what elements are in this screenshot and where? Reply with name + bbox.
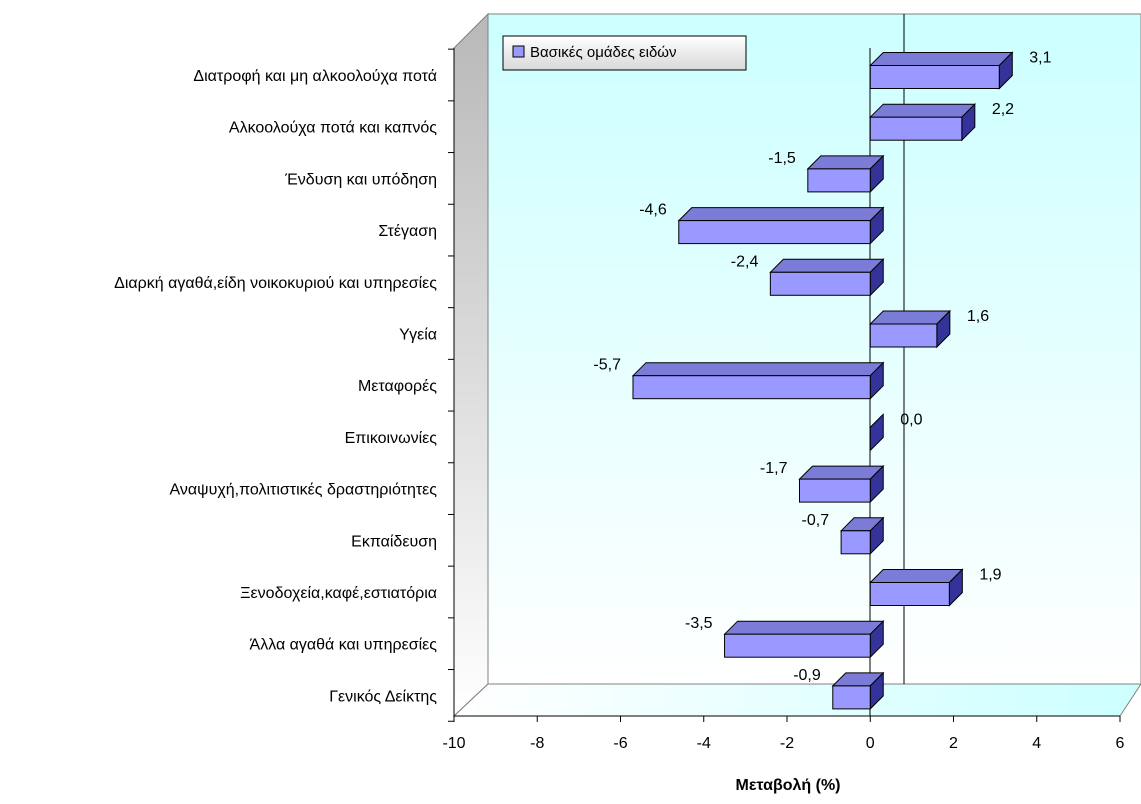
bar bbox=[677, 206, 885, 245]
category-label: Εκπαίδευση bbox=[351, 533, 437, 550]
bar bbox=[806, 154, 885, 194]
bar bbox=[769, 258, 885, 297]
bar-top-face bbox=[869, 103, 977, 118]
data-label: 2,2 bbox=[992, 101, 1014, 118]
bar-top-face bbox=[798, 465, 885, 480]
x-tick-label: 0 bbox=[866, 735, 875, 752]
category-label: Γενικός Δείκτης bbox=[329, 688, 437, 705]
bar-top-face bbox=[723, 620, 885, 635]
bar-top-face bbox=[869, 569, 964, 583]
bar bbox=[869, 102, 977, 142]
bar bbox=[839, 516, 885, 556]
bar-front-face bbox=[869, 65, 1000, 89]
bar-front-face bbox=[869, 323, 938, 348]
bar-front-face bbox=[869, 582, 950, 606]
data-label: 1,6 bbox=[967, 308, 989, 325]
category-label: Αλκοολούχα ποτά και καπνός bbox=[229, 120, 437, 137]
back-wall bbox=[487, 13, 1141, 685]
category-label: Στέγαση bbox=[378, 223, 437, 240]
bar-front-face bbox=[769, 271, 871, 296]
category-label: Αναψυχή,πολιτιστικές δραστηριότητες bbox=[170, 482, 438, 499]
category-label: Άλλα αγαθά και υπηρεσίες bbox=[250, 637, 438, 654]
data-label: 1,9 bbox=[979, 567, 1001, 584]
data-label: -3,5 bbox=[685, 615, 713, 632]
x-tick-label: 4 bbox=[1032, 735, 1041, 752]
x-tick-label: -8 bbox=[530, 735, 544, 752]
bar-top-face bbox=[631, 362, 885, 377]
x-tick-label: -2 bbox=[780, 735, 794, 752]
legend-box bbox=[502, 35, 747, 71]
x-axis-ticks: -10 -8 -6 -4 -2 0 2 4 6 bbox=[442, 716, 1125, 752]
bar bbox=[869, 51, 1014, 90]
category-label: Διατροφή και μη αλκοολούχα ποτά bbox=[193, 68, 437, 85]
category-label: Διαρκή αγαθά,είδη νοικοκυριού και υπηρεσ… bbox=[114, 275, 437, 292]
bar-top-face bbox=[769, 258, 885, 273]
bar-front-face bbox=[807, 168, 871, 193]
legend: Βασικές ομάδες ειδών bbox=[502, 35, 747, 71]
floor bbox=[452, 683, 1141, 717]
bar-front-face bbox=[798, 478, 871, 503]
legend-swatch bbox=[512, 45, 525, 58]
bar-top-face bbox=[677, 207, 885, 222]
bar-top-face bbox=[869, 52, 1014, 66]
bar-front-face bbox=[832, 685, 871, 710]
x-tick-label: 2 bbox=[949, 735, 958, 752]
bar bbox=[869, 309, 952, 349]
side-wall bbox=[453, 12, 489, 718]
bar bbox=[631, 361, 885, 400]
data-label: -5,7 bbox=[593, 357, 621, 374]
bar bbox=[831, 671, 885, 711]
legend-label: Βασικές ομάδες ειδών bbox=[530, 44, 677, 61]
data-label: -0,7 bbox=[802, 512, 830, 529]
y-axis-ticks bbox=[448, 48, 454, 722]
bar-front-face bbox=[678, 220, 871, 245]
category-label: Ένδυση και υπόδηση bbox=[284, 171, 437, 188]
x-tick-label: -4 bbox=[697, 735, 711, 752]
x-tick-label: -10 bbox=[442, 735, 465, 752]
category-labels: Διατροφή και μη αλκοολούχα ποτά Αλκοολούχ… bbox=[114, 68, 437, 705]
bar-front-face bbox=[840, 530, 871, 555]
data-label: 0,0 bbox=[900, 411, 922, 428]
bar-front-face bbox=[632, 375, 871, 400]
bar-side-face bbox=[869, 413, 884, 452]
category-label: Υγεία bbox=[399, 327, 437, 344]
category-label: Μεταφορές bbox=[358, 378, 437, 395]
data-label: -2,4 bbox=[731, 253, 759, 270]
data-label: -0,9 bbox=[793, 667, 821, 684]
x-tick-label: -6 bbox=[613, 735, 627, 752]
category-label: Ξενοδοχεία,καφέ,εστιατόρια bbox=[240, 585, 437, 602]
data-labels: 3,1 2,2 -1,5 -4,6 -2,4 1,6 -5,7 0,0 -1,7 -0,7 1,9 -… bbox=[593, 50, 1051, 684]
bar bbox=[869, 413, 884, 452]
data-label: -1,5 bbox=[768, 150, 796, 167]
bar-top-face bbox=[869, 310, 952, 325]
bar bbox=[723, 619, 885, 659]
data-label: 3,1 bbox=[1029, 50, 1051, 67]
bar bbox=[798, 464, 885, 504]
bar-front-face bbox=[869, 116, 963, 141]
bars-group bbox=[631, 51, 1014, 711]
bar bbox=[869, 568, 964, 607]
data-label: -1,7 bbox=[760, 460, 788, 477]
bar-front-face bbox=[724, 633, 871, 658]
x-tick-label: 6 bbox=[1116, 735, 1125, 752]
category-label: Επικοινωνίες bbox=[345, 430, 438, 447]
data-label: -4,6 bbox=[639, 202, 667, 219]
x-axis-title: Μεταβολή (%) bbox=[736, 777, 841, 794]
